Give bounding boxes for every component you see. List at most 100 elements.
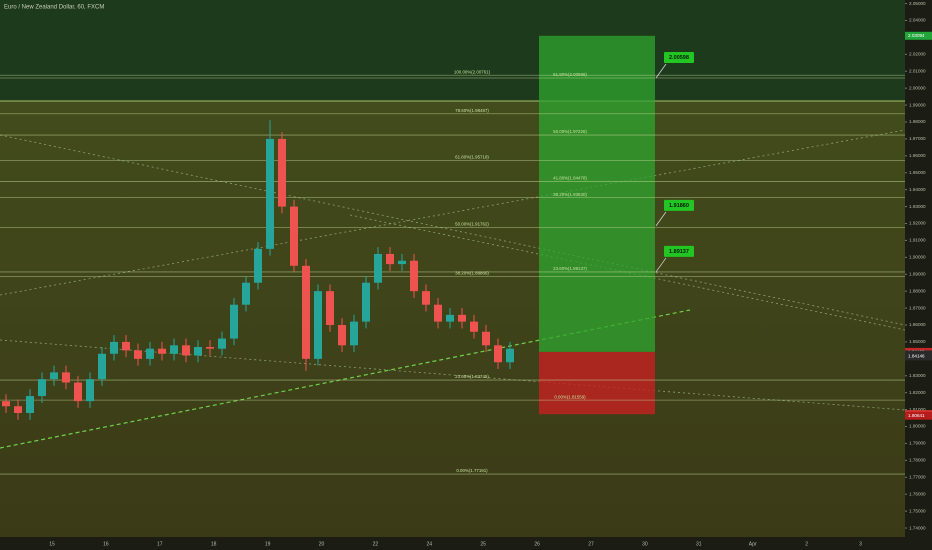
fib-label: 0.00%(1.77191) [456, 468, 488, 473]
callout-box [664, 199, 694, 211]
y-tick-label: 1.99000 [909, 102, 926, 107]
chart-title: Euro / New Zealand Dollar, 60, FXCM [4, 5, 104, 11]
callout-pointer [655, 257, 667, 273]
callout-box [664, 52, 694, 64]
y-tick-label: 1.75000 [909, 508, 926, 513]
y-tick-label: 1.79000 [909, 441, 926, 446]
callout-pointer [655, 211, 667, 227]
x-tick-label: 31 [696, 541, 702, 547]
callout-label: 1.91860 [669, 203, 689, 209]
candle-body [86, 379, 94, 402]
top-band [0, 0, 905, 101]
candle-body [374, 253, 382, 283]
fib-label: 23.60%(1.82745) [455, 374, 489, 379]
callout-label: 2.00598 [669, 55, 689, 61]
candle-body [506, 348, 514, 363]
fib-label: 38.20%(1.88866) [455, 271, 489, 276]
candle-body [314, 291, 322, 359]
candle-body [386, 253, 394, 265]
price-tag-label: 2.03094 [908, 33, 925, 38]
loss-zone [539, 351, 655, 415]
x-tick-label: 19 [265, 541, 271, 547]
candle-body [290, 206, 298, 266]
fib-label: 50.00%(1.91762) [455, 222, 489, 227]
x-tick-label: 3 [859, 541, 862, 547]
x-tick-label: 15 [49, 541, 55, 547]
fib-label: 61.80%(1.95718) [455, 155, 489, 160]
candle-body [50, 372, 58, 380]
y-tick-label: 1.95000 [909, 170, 926, 175]
y-tick-label: 1.74000 [909, 525, 926, 530]
x-tick-label: 25 [480, 541, 486, 547]
x-tick-label: 18 [211, 541, 217, 547]
x-tick-label: 20 [319, 541, 325, 547]
y-tick-label: 1.80000 [909, 424, 926, 429]
candle-body [74, 382, 82, 402]
x-tick-label: 22 [373, 541, 379, 547]
candle-body [62, 372, 70, 383]
x-tick-label: Apr [749, 541, 757, 547]
candle-body [98, 353, 106, 380]
candle-body [482, 331, 490, 346]
y-tick-label: 1.82000 [909, 390, 926, 395]
y-tick-label: 1.89000 [909, 271, 926, 276]
callout-box [664, 245, 694, 257]
candle-body [446, 314, 454, 322]
candle-body [146, 348, 154, 359]
candle-body [326, 291, 334, 326]
fib-label: 100.00%(2.00761) [454, 69, 491, 74]
y-tick-label: 2.05000 [909, 1, 926, 6]
candle-body [362, 282, 370, 322]
candle-body [254, 248, 262, 283]
candle-body [218, 338, 226, 349]
price-tag [905, 352, 932, 361]
y-tick-label: 1.78000 [909, 458, 926, 463]
price-tag [905, 31, 932, 40]
candle-body [134, 350, 142, 359]
y-tick-label: 2.04000 [909, 18, 926, 23]
y-tick-label: 1.90000 [909, 255, 926, 260]
y-tick-label: 1.86000 [909, 322, 926, 327]
y-tick-label: 1.91000 [909, 238, 926, 243]
profit-zone [539, 35, 655, 352]
fib-label: 38.20%(1.93530) [553, 192, 587, 197]
fib-label: 61.80%(2.00598) [553, 72, 587, 77]
y-tick-label: 1.96000 [909, 153, 926, 158]
candle-body [266, 138, 274, 249]
fib-label: 23.60%(1.89137) [553, 266, 587, 271]
candle-body [230, 304, 238, 339]
candle-body [38, 379, 46, 397]
candle-body [194, 347, 202, 356]
candle-body [278, 138, 286, 207]
fib-label: 41.80%(1.94478) [553, 176, 587, 181]
dotted-line [0, 134, 906, 326]
candle-body [302, 265, 310, 359]
y-tick-label: 2.02000 [909, 52, 926, 57]
y-tick-label: 1.83000 [909, 373, 926, 378]
x-tick-label: 2 [805, 541, 808, 547]
candle-body [14, 406, 22, 413]
trendline [0, 309, 691, 449]
candle-body [470, 321, 478, 332]
y-tick-label: 1.87000 [909, 305, 926, 310]
candle-body [434, 304, 442, 322]
y-tick-label: 2.01000 [909, 68, 926, 73]
y-tick-label: 1.98000 [909, 119, 926, 124]
candle-body [338, 325, 346, 346]
x-tick-label: 17 [157, 541, 163, 547]
y-tick-label: 1.94000 [909, 187, 926, 192]
candle-body [350, 321, 358, 346]
x-tick-label: 27 [588, 541, 594, 547]
x-tick-label: 30 [642, 541, 648, 547]
callout-label: 1.89137 [669, 249, 689, 255]
callout-pointer [655, 63, 667, 79]
price-tag-label: 1.84146 [908, 354, 925, 359]
y-tick-label: 1.88000 [909, 288, 926, 293]
candle-body [422, 291, 430, 305]
fib-label: 0.00%(1.81559) [554, 394, 586, 399]
candle-body [410, 260, 418, 292]
candle-body [494, 345, 502, 363]
x-tick-label: 24 [427, 541, 433, 547]
price-tag-label: 1.80641 [908, 413, 925, 418]
